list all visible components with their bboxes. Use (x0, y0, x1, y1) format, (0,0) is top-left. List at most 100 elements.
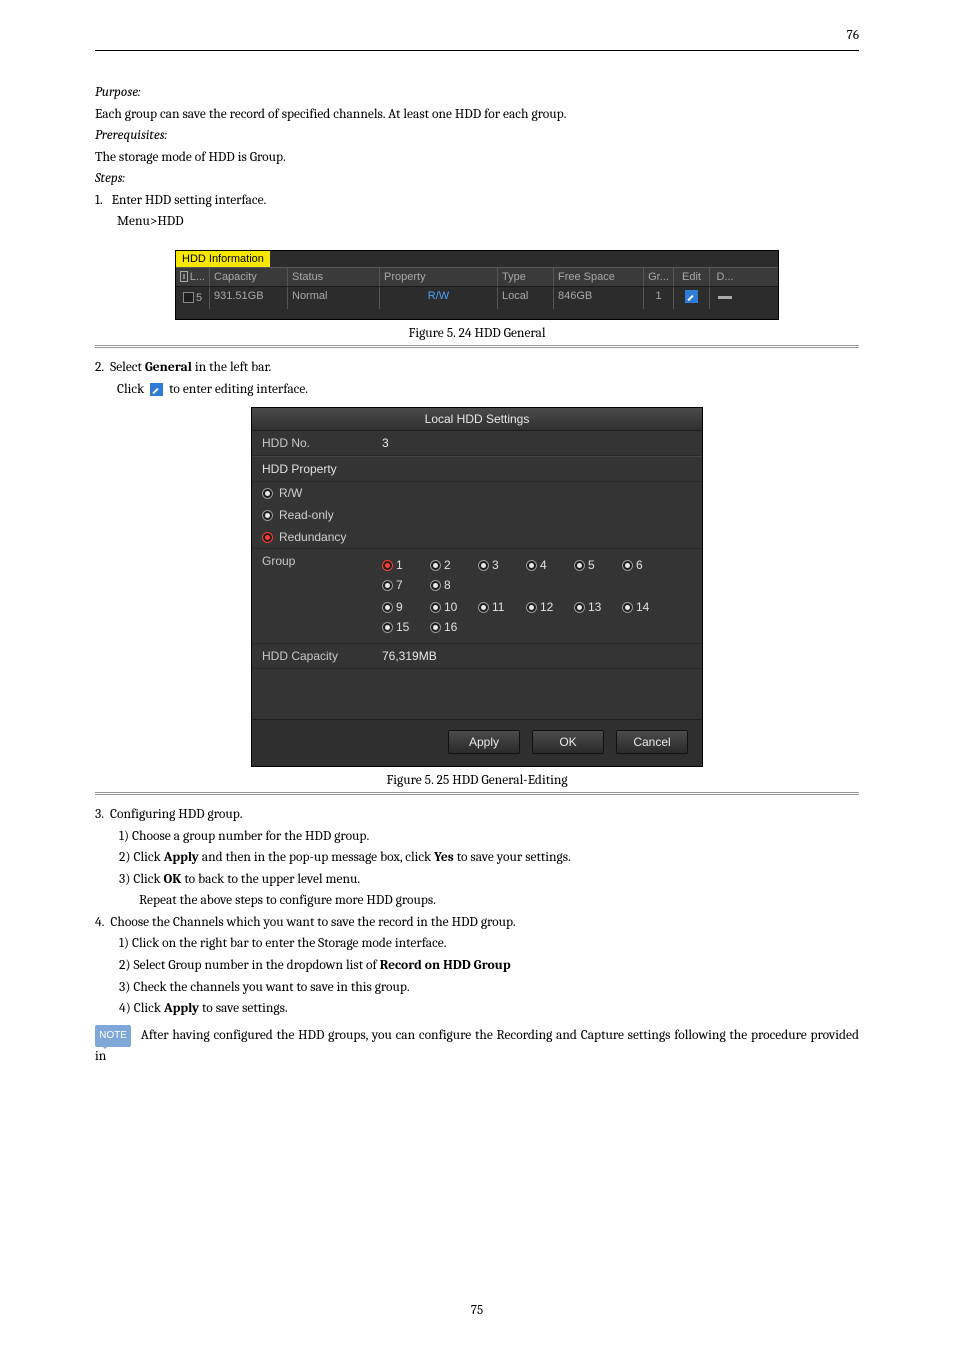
footer-page-number: 75 (0, 1303, 954, 1318)
grp-4-label: 4 (540, 558, 547, 572)
radio-grp-10[interactable] (430, 602, 441, 613)
steps-label: Steps: (95, 169, 859, 189)
row-type: Local (498, 287, 554, 309)
step2-label: 2. (95, 360, 104, 375)
grp-2-label: 2 (444, 558, 451, 572)
header-checkbox[interactable] (180, 271, 188, 282)
note-text: After having configured the HDD groups, … (95, 1028, 859, 1064)
prereq-text: The storage mode of HDD is Group. (95, 148, 859, 168)
edit-icon[interactable] (685, 290, 698, 303)
grp-14[interactable]: 14 (622, 600, 660, 614)
hdd-info-row[interactable]: 5 931.51GB Normal R/W Local 846GB 1 (176, 287, 778, 309)
grp-6[interactable]: 6 (622, 558, 660, 572)
grp-13[interactable]: 13 (574, 600, 612, 614)
radio-grp-9[interactable] (382, 602, 393, 613)
col-type: Type (498, 268, 554, 286)
step2: 2. Select General in the left bar. (117, 358, 859, 378)
col-freespace: Free Space (554, 268, 644, 286)
header-rule (95, 50, 859, 51)
step4-s3: 3) Check the channels you want to save i… (139, 978, 859, 998)
note-icon: NOTE (95, 1025, 131, 1047)
grp-5-label: 5 (588, 558, 595, 572)
row-property: R/W (380, 287, 498, 309)
hdd-info-title: HDD Information (176, 251, 270, 267)
figure-1-caption: Figure 5. 24 HDD General (95, 326, 859, 341)
grp-1[interactable]: 1 (382, 558, 420, 572)
step2-click: Click (117, 382, 147, 397)
prop-red-row[interactable]: Redundancy (252, 526, 702, 549)
col-l: L... (190, 271, 205, 283)
col-property: Property (380, 268, 498, 286)
radio-grp-4[interactable] (526, 560, 537, 571)
apply-button[interactable]: Apply (448, 730, 520, 754)
radio-grp-3[interactable] (478, 560, 489, 571)
section-rule-1 (95, 345, 859, 348)
step3-s3b: OK (164, 872, 182, 887)
step3-s2c: and then in the pop-up message box, clic… (199, 850, 434, 865)
grp-9[interactable]: 9 (382, 600, 420, 614)
radio-grp-14[interactable] (622, 602, 633, 613)
step3-label: 3. (95, 807, 104, 822)
ok-button[interactable]: OK (532, 730, 604, 754)
row-check-cell: 5 (176, 287, 210, 309)
row-status: Normal (288, 287, 380, 309)
radio-readonly[interactable] (262, 510, 273, 521)
radio-grp-11[interactable] (478, 602, 489, 613)
radio-grp-12[interactable] (526, 602, 537, 613)
grp-2[interactable]: 2 (430, 558, 468, 572)
radio-grp-5[interactable] (574, 560, 585, 571)
grp-12[interactable]: 12 (526, 600, 564, 614)
row-capacity: 931.51GB (210, 287, 288, 309)
step2-general: General (145, 360, 192, 375)
radio-grp-16[interactable] (430, 622, 441, 633)
grp-10-label: 10 (444, 600, 457, 614)
row-checkbox[interactable] (183, 292, 194, 303)
page-number-top: 76 (847, 28, 859, 43)
radio-grp-1[interactable] (382, 560, 393, 571)
step2-line2: Click to enter editing interface. (117, 380, 859, 400)
step3-s4: Repeat the above steps to configure more… (139, 891, 859, 911)
step4-s4: 4) Click Apply to save settings. (139, 999, 859, 1019)
radio-redundancy[interactable] (262, 532, 273, 543)
step2-tail2: to enter editing interface. (169, 382, 308, 397)
grp-13-label: 13 (588, 600, 601, 614)
radio-grp-6[interactable] (622, 560, 633, 571)
delete-icon[interactable] (718, 296, 732, 299)
grp-15[interactable]: 15 (382, 620, 420, 634)
cancel-button[interactable]: Cancel (616, 730, 688, 754)
local-hdd-settings-dialog: Local HDD Settings HDD No. 3 HDD Propert… (251, 407, 703, 767)
grp-7[interactable]: 7 (382, 578, 420, 592)
step1-path: Menu>HDD (117, 212, 859, 232)
grp-16[interactable]: 16 (430, 620, 468, 634)
step3-s2d: Yes (434, 850, 454, 865)
row-index: 5 (196, 292, 202, 304)
step3-s2a: 2) Click (119, 850, 164, 865)
note-line: NOTE After having configured the HDD gro… (95, 1025, 859, 1067)
prop-red-label: Redundancy (279, 530, 346, 544)
prop-rw-row[interactable]: R/W (252, 482, 702, 504)
radio-grp-15[interactable] (382, 622, 393, 633)
row-hdd-capacity: HDD Capacity 76,319MB (252, 644, 702, 669)
grp-16-label: 16 (444, 620, 457, 634)
hdd-info-panel: HDD Information L... Capacity Status Pro… (175, 250, 779, 320)
radio-grp-2[interactable] (430, 560, 441, 571)
grp-8[interactable]: 8 (430, 578, 468, 592)
radio-grp-13[interactable] (574, 602, 585, 613)
grp-10[interactable]: 10 (430, 600, 468, 614)
radio-grp-8[interactable] (430, 580, 441, 591)
prop-ro-row[interactable]: Read-only (252, 504, 702, 526)
grp-3-label: 3 (492, 558, 499, 572)
grp-9-label: 9 (396, 600, 403, 614)
grp-3[interactable]: 3 (478, 558, 516, 572)
step4: 4. Choose the Channels which you want to… (117, 913, 859, 933)
grp-5[interactable]: 5 (574, 558, 612, 572)
col-checkbox: L... (176, 268, 210, 286)
grp-4[interactable]: 4 (526, 558, 564, 572)
grp-11[interactable]: 11 (478, 600, 516, 614)
step4-label: 4. (95, 915, 104, 930)
group-grid-wrap: 1 2 3 4 5 6 7 8 9 10 11 12 13 14 15 (382, 554, 692, 638)
row-freespace: 846GB (554, 287, 644, 309)
radio-grp-7[interactable] (382, 580, 393, 591)
radio-rw[interactable] (262, 488, 273, 499)
step4-text: Choose the Channels which you want to sa… (110, 915, 515, 930)
